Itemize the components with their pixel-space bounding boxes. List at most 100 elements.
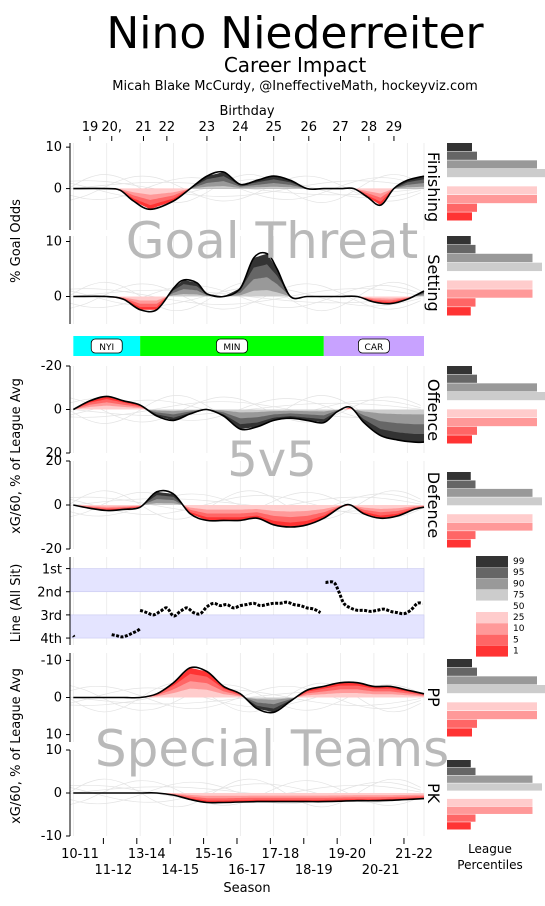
legend-label: 5 <box>513 635 519 645</box>
watermark-goal-threat: Goal Threat <box>126 212 418 270</box>
legend-swatch <box>476 612 508 623</box>
background-curve <box>69 490 421 520</box>
percentile-bar <box>447 798 533 807</box>
bottom-axis-ticks: 10-11 13-14 15-16 17-18 19-20 21-22 11-12 14-15… <box>61 838 433 878</box>
y-tick-label: 10 <box>45 728 62 743</box>
bottom-tick-label: 20-21 <box>362 863 400 878</box>
percentile-bar <box>447 203 477 212</box>
bottom-tick-label: 15-16 <box>195 847 233 862</box>
y-tick-label: 10 <box>45 235 62 250</box>
y-tick-label: 0 <box>54 290 62 305</box>
impact-band <box>70 188 424 195</box>
percentile-bar <box>447 289 533 298</box>
impact-band <box>70 405 424 410</box>
legend-swatch <box>476 589 508 601</box>
percentile-histograms <box>447 143 545 830</box>
panel-title-setting: Setting <box>424 254 443 311</box>
impact-band <box>70 264 424 297</box>
background-curve <box>69 495 421 515</box>
team-label-min: MIN <box>223 343 240 353</box>
ylabel-line: Line (All Sit) <box>9 564 24 643</box>
team-label-box <box>358 338 390 354</box>
bottom-tick-label: 19-20 <box>328 847 366 862</box>
percentile-bar <box>447 676 537 685</box>
y-tick-label: 0 <box>54 498 62 513</box>
impact-band <box>70 409 424 415</box>
line-position-series <box>325 580 423 616</box>
percentile-histogram <box>447 760 542 830</box>
percentile-bar <box>447 307 471 316</box>
percentile-bar <box>447 409 537 418</box>
ylabel-xg-5v5: xG/60, % of League Avg <box>9 378 24 534</box>
series-line-setting <box>73 251 425 313</box>
legend-label: 25 <box>513 613 524 623</box>
y-tick-label: 0 <box>54 403 62 418</box>
impact-band <box>70 181 424 189</box>
chart-title: Nino Niederreiter <box>106 8 484 59</box>
top-tick-label: 25 <box>265 120 282 135</box>
panels: 10 0 10 0 20 0 -20 -20 0 20 10 0 -10 -10 0 10 NYI MIN CAR 1… <box>37 140 425 844</box>
top-tick-label: 27 <box>332 120 349 135</box>
percentile-bar <box>447 280 533 289</box>
percentile-bar <box>447 418 537 427</box>
panel-pk: -10 0 10 <box>41 743 425 844</box>
impact-band <box>70 505 424 512</box>
percentile-bar <box>447 236 471 245</box>
panel-title-defence: Defence <box>424 472 443 538</box>
background-curve <box>69 180 421 197</box>
percentile-caption-line2: Percentiles <box>457 858 522 872</box>
panel-title-offence: Offence <box>424 379 443 441</box>
legend-label: 75 <box>513 591 524 601</box>
y-tick-label: 20 <box>45 446 62 461</box>
legend-swatch <box>476 578 508 590</box>
percentile-histogram <box>447 143 545 221</box>
y-tick-label: 10 <box>45 743 62 758</box>
percentile-bar <box>447 531 476 540</box>
background-curve <box>69 689 421 706</box>
percentile-bar <box>447 659 472 668</box>
background-curve <box>69 175 421 202</box>
legend-label: 90 <box>513 579 525 589</box>
percentile-bar <box>447 514 533 523</box>
percentile-bar <box>447 151 477 160</box>
impact-band <box>70 491 424 505</box>
impact-band <box>70 186 424 189</box>
y-tick-label: 20 <box>45 454 62 469</box>
legend-swatch <box>476 623 508 635</box>
background-curve <box>69 685 421 710</box>
percentile-histogram <box>447 659 545 737</box>
top-tick-label: 20, <box>101 120 122 135</box>
percentile-bar <box>447 497 542 506</box>
background-curve <box>69 396 421 423</box>
bottom-tick-label: 16-17 <box>228 863 266 878</box>
y-tick-label: 0 <box>54 182 62 197</box>
percentile-bar <box>447 195 537 204</box>
line-position-series <box>111 627 142 639</box>
legend-label: 1 <box>513 647 519 657</box>
y-tick-label: -10 <box>41 829 62 844</box>
team-label-box <box>90 338 123 354</box>
percentile-caption-line1: League <box>468 842 512 856</box>
impact-band <box>70 409 424 443</box>
percentile-bar <box>447 244 476 254</box>
background-curve <box>69 283 421 310</box>
percentile-bar <box>447 374 477 383</box>
legend-label: 99 <box>513 557 525 567</box>
background-curve <box>69 174 421 203</box>
legend-swatch <box>476 645 508 657</box>
chart-credit: Micah Blake McCurdy, @IneffectiveMath, h… <box>112 79 478 94</box>
percentile-bar <box>447 383 537 392</box>
top-tick-label: 23 <box>199 120 216 135</box>
percentile-bar <box>447 719 477 728</box>
panel-defence: -20 0 20 <box>41 454 425 557</box>
series-line-pp <box>73 666 425 714</box>
background-curve <box>69 682 421 713</box>
series-line-offence <box>72 395 425 444</box>
percentile-bar <box>447 426 477 435</box>
percentile-bar <box>447 685 545 694</box>
chart-subtitle: Career Impact <box>224 53 367 77</box>
impact-band <box>70 290 424 297</box>
bottom-tick-label: 14-15 <box>161 863 199 878</box>
percentile-bar <box>447 806 533 814</box>
